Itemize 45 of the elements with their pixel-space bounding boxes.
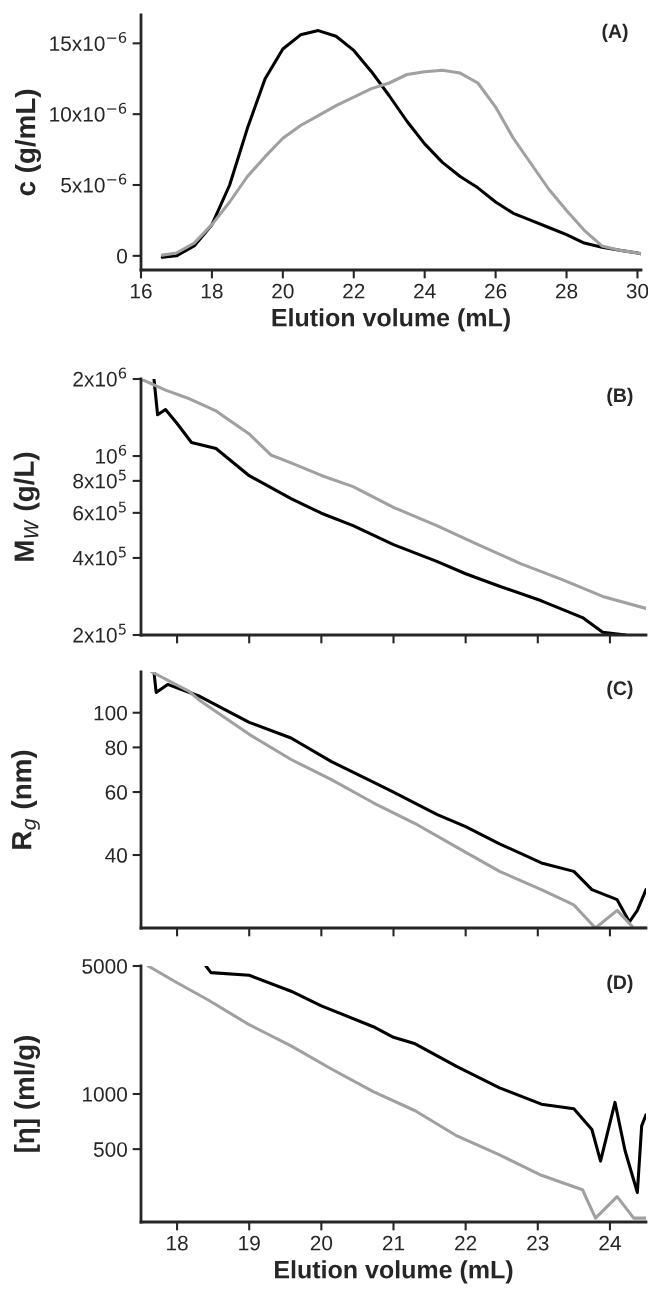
x-tick-label: 19 bbox=[239, 1235, 260, 1251]
x-tick-label: 24 bbox=[599, 1235, 621, 1251]
y-tick-label: 0 bbox=[117, 248, 127, 264]
x-tick-label: 18 bbox=[201, 283, 223, 299]
y-axis-title: [η] (ml/g) bbox=[13, 1035, 40, 1152]
y-axis-title: R$_{g}$ (nm) bbox=[11, 750, 40, 849]
line-series bbox=[160, 68, 641, 257]
annotation: (A) bbox=[602, 23, 628, 42]
y-tick-label: 15x10$^{−6}$ bbox=[50, 31, 127, 51]
annotation: (B) bbox=[607, 387, 633, 406]
y-tick-label: 5000 bbox=[82, 959, 127, 974]
x-tick-label: 22 bbox=[455, 1235, 477, 1251]
x-tick-label: 20 bbox=[272, 283, 294, 299]
y-tick-label: 100 bbox=[94, 705, 127, 721]
y-tick-label: 1000 bbox=[83, 1087, 127, 1102]
y-tick-label: 60 bbox=[105, 785, 127, 800]
y-axis-title: c (g/mL) bbox=[14, 89, 41, 196]
x-tick-label: 18 bbox=[167, 1235, 188, 1251]
line-series bbox=[204, 966, 646, 1194]
x-tick-label: 21 bbox=[382, 1235, 405, 1251]
x-tick-label: 26 bbox=[485, 283, 507, 299]
line-series bbox=[146, 966, 646, 1220]
annotation: (D) bbox=[607, 974, 633, 993]
y-tick-label: 10$^{6}$ bbox=[96, 444, 127, 464]
y-axis-title: M$_{W}$ (g/L) bbox=[13, 452, 40, 561]
y-tick-label: 5x10$^{−6}$ bbox=[61, 173, 127, 193]
x-tick-label: 30 bbox=[626, 283, 648, 299]
y-tick-label: 500 bbox=[93, 1142, 127, 1157]
x-tick-label: 16 bbox=[131, 283, 152, 299]
x-tick-label: 28 bbox=[555, 283, 578, 299]
annotation: (C) bbox=[607, 680, 633, 699]
x-tick-label: 22 bbox=[343, 283, 365, 299]
y-tick-label: 2x10$^{6}$ bbox=[73, 367, 127, 387]
x-tick-label: 24 bbox=[414, 283, 436, 299]
y-tick-label: 10x10$^{−6}$ bbox=[50, 102, 127, 122]
y-tick-label: 2x10$^{5}$ bbox=[73, 623, 126, 643]
y-tick-label: 40 bbox=[105, 848, 127, 863]
y-tick-label: 8x10$^{5}$ bbox=[73, 469, 126, 489]
x-tick-label: 23 bbox=[527, 1235, 549, 1251]
y-tick-label: 6x10$^{5}$ bbox=[73, 501, 126, 521]
y-tick-label: 80 bbox=[105, 740, 127, 756]
x-axis-title: Elution volume (mL) bbox=[272, 308, 510, 332]
x-tick-label: 20 bbox=[310, 1235, 333, 1251]
x-axis-title: Elution volume (mL) bbox=[275, 1260, 513, 1284]
y-tick-label: 4x10$^{5}$ bbox=[72, 546, 126, 566]
